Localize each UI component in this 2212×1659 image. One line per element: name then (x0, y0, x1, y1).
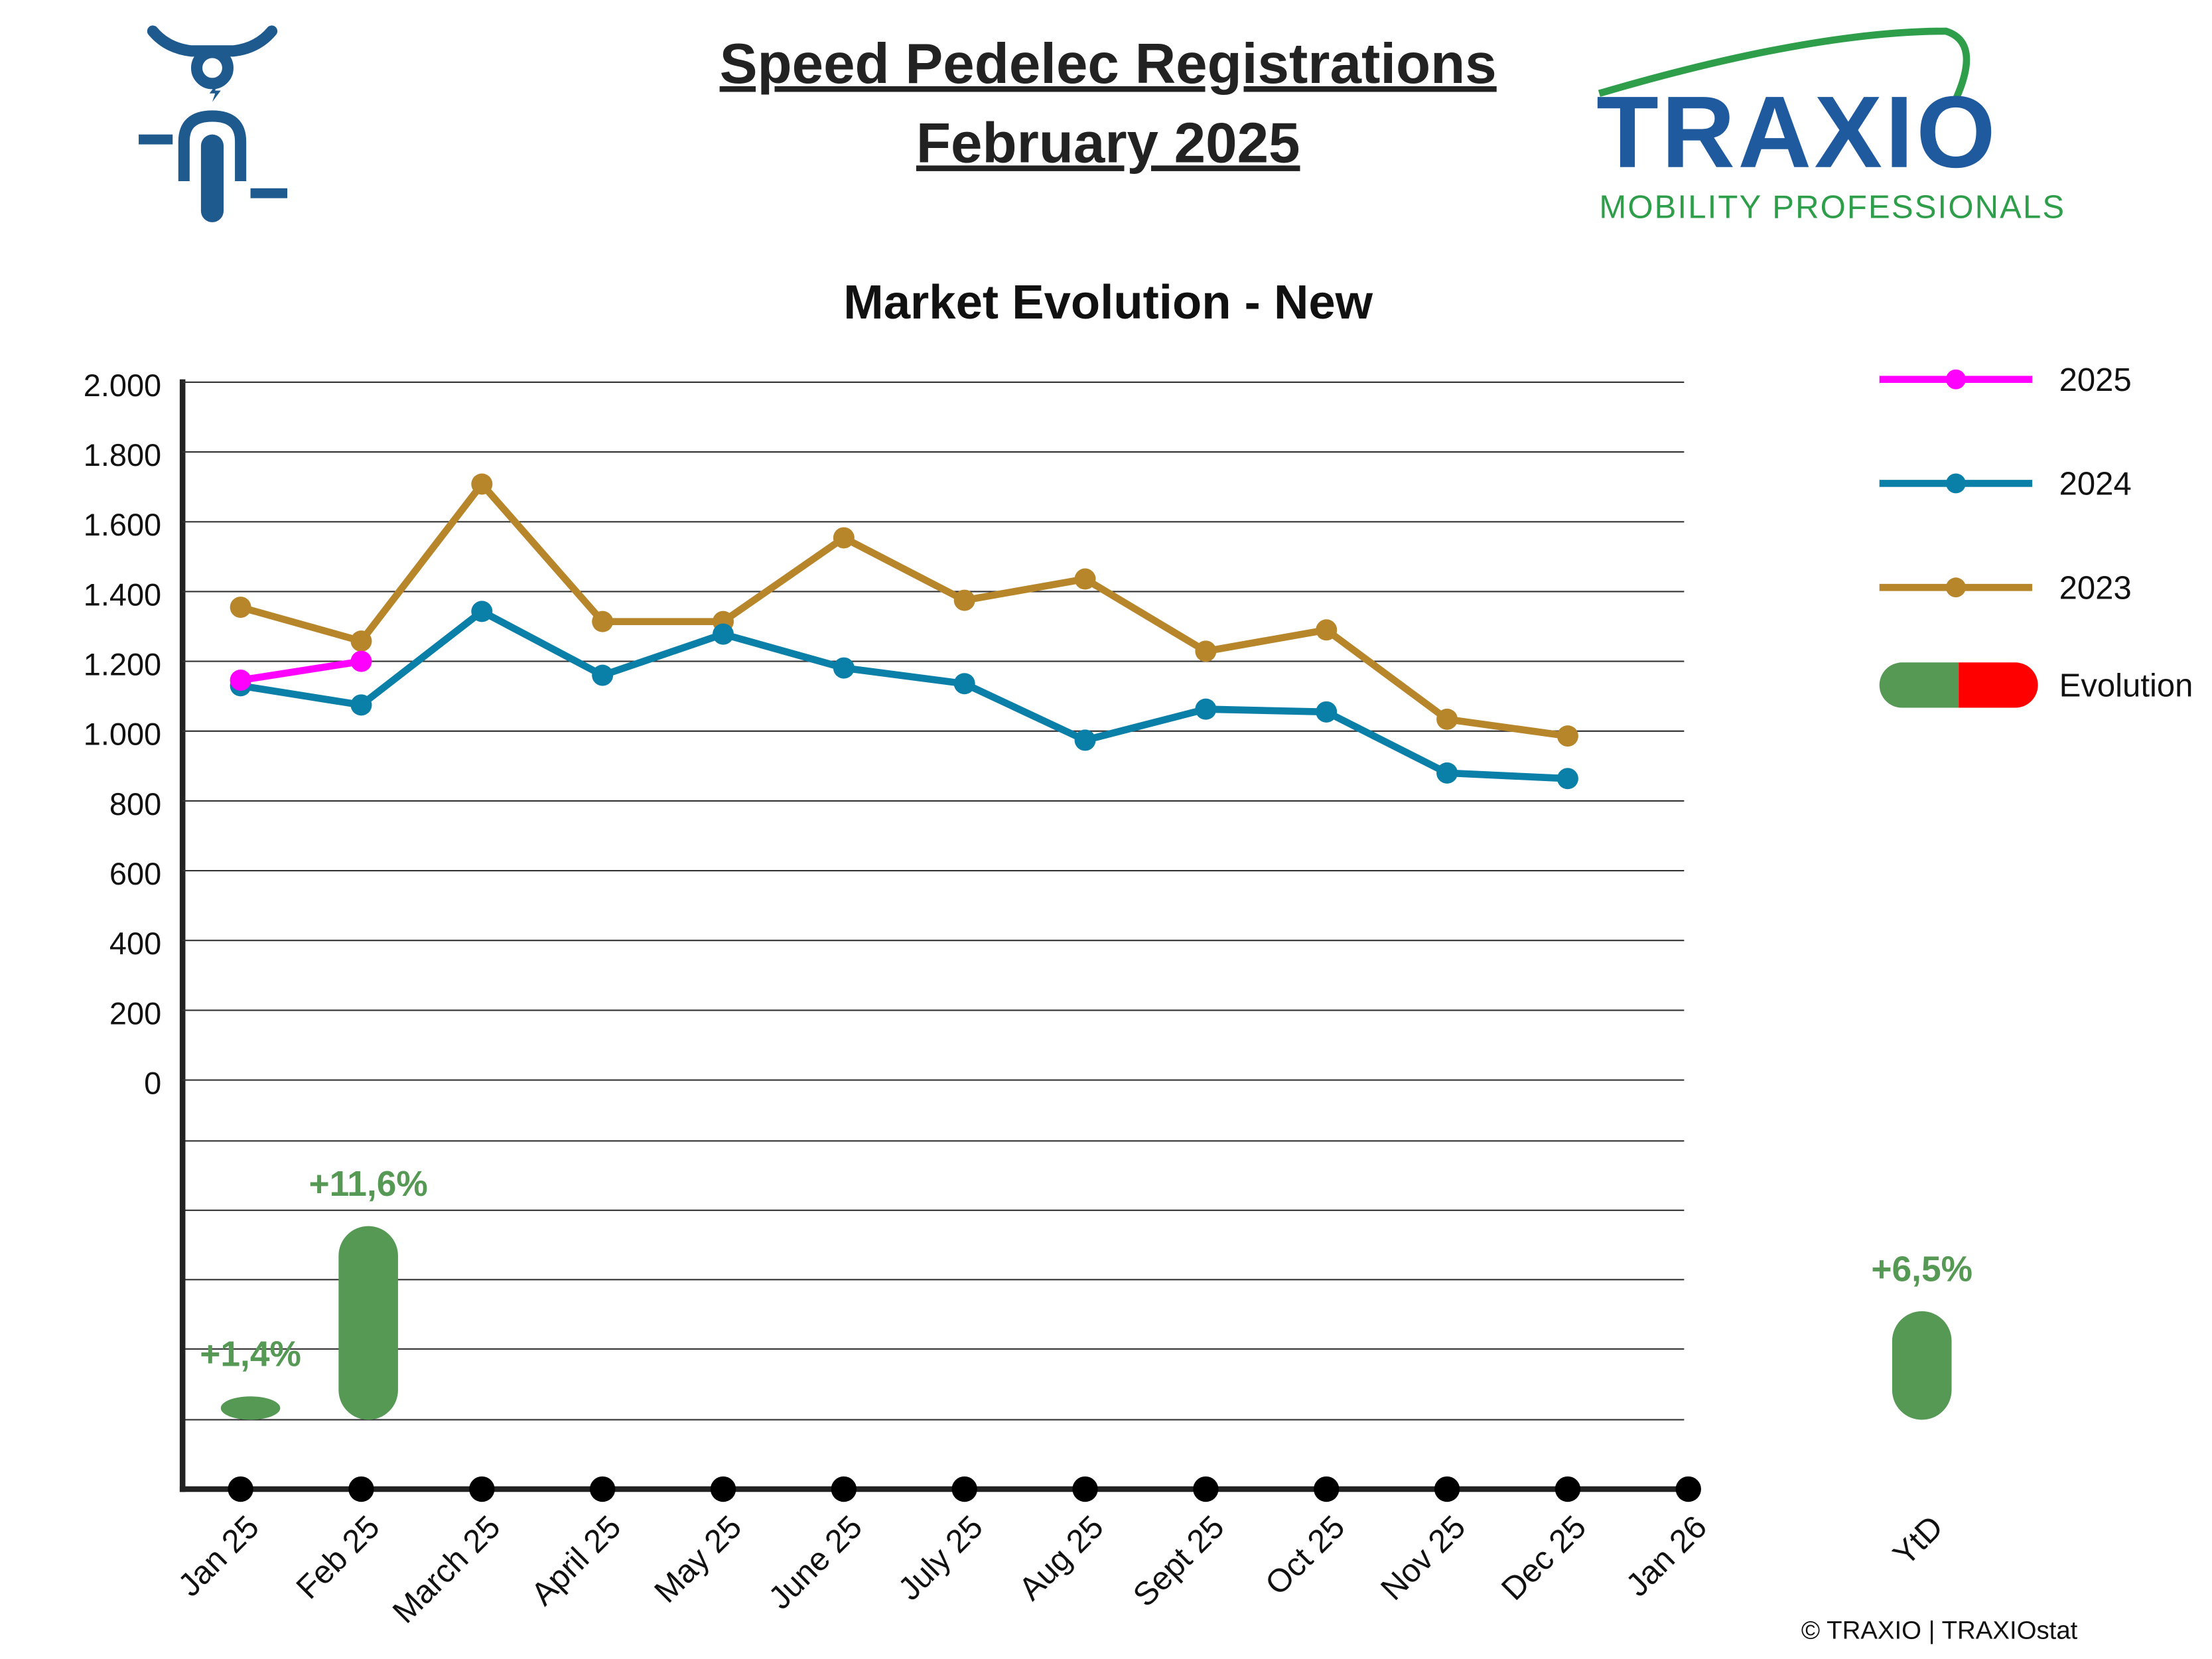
bike-icon (139, 25, 288, 222)
data-point (471, 601, 493, 622)
series-line (240, 608, 1568, 782)
x-tick-dot (710, 1476, 736, 1502)
x-tick-dot (1072, 1476, 1098, 1502)
data-point (1316, 701, 1338, 723)
x-tick-label: Jan 25 (172, 1509, 266, 1603)
y-tick-label: 800 (109, 787, 161, 822)
logo-swoosh (1598, 27, 1970, 101)
data-point (592, 611, 614, 632)
y-tick-label: 1.600 (84, 508, 161, 542)
data-point (1195, 640, 1217, 662)
x-tick-label: Sept 25 (1127, 1509, 1231, 1614)
data-point (953, 589, 975, 611)
x-tick-dot (348, 1476, 374, 1502)
data-point (230, 597, 251, 618)
series-line (240, 480, 1568, 740)
series-2025 (230, 650, 372, 691)
x-tick-label: Oct 25 (1259, 1509, 1351, 1602)
y-tick-label: 600 (109, 857, 161, 891)
x-tick-label: March 25 (386, 1509, 508, 1630)
x-tick-dot (1675, 1476, 1701, 1502)
data-point (713, 623, 734, 645)
data-point (1436, 708, 1458, 730)
data-point (1074, 729, 1096, 751)
evolution-label: +11,6% (309, 1165, 427, 1204)
evolution-label: +1,4% (200, 1335, 301, 1374)
x-tick-label: YtD (1886, 1509, 1950, 1573)
chart-title: Market Evolution - New (843, 275, 1373, 329)
x-tick-label: Jan 26 (1620, 1509, 1714, 1603)
y-tick-label: 400 (109, 926, 161, 961)
x-tick-label: May 25 (648, 1509, 748, 1610)
legend-dot (1945, 369, 1966, 390)
data-point (350, 630, 372, 652)
legend-label: Evolution (2059, 668, 2193, 704)
y-tick-label: 1.400 (84, 577, 161, 612)
y-tick-label: 2.000 (84, 368, 161, 403)
x-tick-label: Nov 25 (1374, 1509, 1472, 1607)
x-tick-label: April 25 (525, 1509, 628, 1613)
evolution-label: +6,5% (1871, 1250, 1972, 1289)
lower-grid (182, 1140, 1685, 1421)
x-tick-label: Feb 25 (290, 1509, 387, 1606)
legend-label: 2024 (2059, 467, 2132, 502)
x-tick-dot (589, 1476, 616, 1502)
x-tick-dot (1555, 1476, 1581, 1502)
x-tick-dot (831, 1476, 857, 1502)
data-point (1074, 568, 1096, 590)
footer: © TRAXIO | TRAXIOstat (1801, 1617, 2078, 1645)
x-tick-dot (469, 1476, 495, 1502)
x-tick-dot (1314, 1476, 1340, 1502)
data-point (1316, 619, 1338, 641)
series-line (240, 658, 362, 684)
y-tick-label: 1.800 (84, 438, 161, 472)
x-tick-dot (1193, 1476, 1219, 1502)
y-tick-label: 200 (109, 996, 161, 1031)
data-point (1556, 768, 1578, 790)
legend-label: 2025 (2059, 362, 2132, 398)
logo-name: TRAXIO (1596, 75, 1998, 189)
series-2024 (230, 601, 1578, 790)
y-tick-label: 1.200 (84, 648, 161, 682)
legend-dot (1945, 473, 1966, 494)
y-tick-label: 0 (144, 1066, 161, 1100)
x-tick-dot (1434, 1476, 1460, 1502)
data-point (350, 650, 372, 672)
data-point (471, 473, 493, 495)
legend-dot (1945, 577, 1966, 598)
data-point (1195, 698, 1217, 720)
x-tick-label: Aug 25 (1012, 1509, 1111, 1607)
evolution-bar (1892, 1311, 1952, 1420)
y-tick-label: 1.000 (84, 717, 161, 752)
page-subtitle: February 2025 (916, 111, 1300, 175)
x-tick-label: Dec 25 (1495, 1509, 1593, 1607)
series-2023 (230, 473, 1578, 747)
evolution-bar (338, 1226, 398, 1420)
x-tick-label: July 25 (892, 1509, 990, 1607)
x-tick-dot (951, 1476, 977, 1502)
evolution-bar (220, 1396, 281, 1420)
data-point (953, 673, 975, 695)
page-title: Speed Pedelec Registrations (720, 33, 1497, 96)
data-point (833, 527, 855, 549)
data-point (1436, 762, 1458, 784)
logo-tagline: MOBILITY PROFESSIONALS (1599, 190, 2065, 226)
data-point (833, 657, 855, 679)
legend-evolution-pos (1879, 662, 1959, 708)
data-point (1556, 725, 1578, 747)
x-tick-dot (228, 1476, 253, 1502)
x-tick-label: June 25 (762, 1509, 870, 1617)
data-point (592, 664, 614, 686)
data-point (350, 694, 372, 716)
legend-label: 2023 (2059, 570, 2132, 606)
legend-evolution-neg (1959, 662, 2038, 708)
data-point (230, 669, 251, 691)
